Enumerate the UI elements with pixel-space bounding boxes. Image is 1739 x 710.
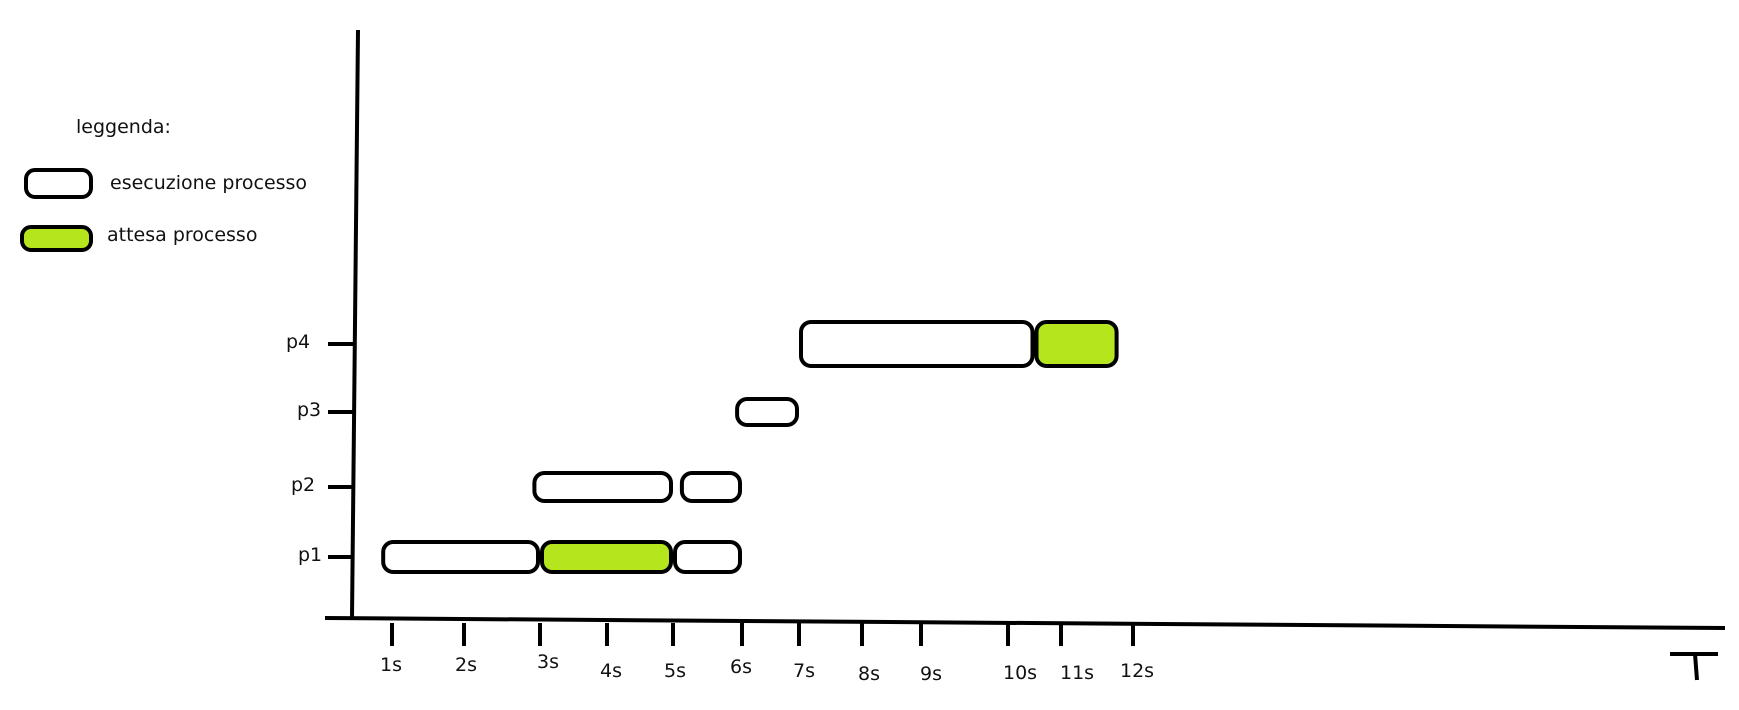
x-tick-label: 3s — [537, 651, 559, 673]
p4-wait-bar — [1034, 320, 1119, 368]
x-tick-label: 8s — [858, 663, 880, 685]
x-tick-label: 2s — [455, 654, 477, 676]
x-axis — [324, 616, 1726, 630]
time-axis-end-marker — [1670, 652, 1718, 681]
legend-wait-label: attesa processo — [107, 224, 258, 246]
legend-wait-swatch — [20, 225, 93, 252]
x-tick-label: 10s — [1003, 662, 1038, 684]
x-tick-label: 7s — [793, 660, 815, 682]
axis-ticks — [328, 342, 1135, 646]
y-label-p2: p2 — [291, 474, 316, 496]
y-label-p3: p3 — [297, 399, 322, 421]
p1-exec-bar — [381, 540, 541, 574]
x-tick-label: 9s — [920, 663, 942, 685]
p1-wait-bar — [540, 540, 673, 574]
x-tick-label: 5s — [664, 660, 686, 682]
x-tick-label: 11s — [1060, 662, 1095, 684]
process-bars — [381, 320, 1119, 574]
x-tick-label: 1s — [380, 654, 402, 676]
legend-title: leggenda: — [76, 116, 171, 138]
p1-exec-bar — [673, 540, 742, 574]
y-label-p4: p4 — [286, 331, 311, 353]
x-tick-label: 4s — [600, 660, 622, 682]
x-tick-label: 6s — [730, 656, 752, 678]
p2-exec-bar — [532, 471, 674, 503]
x-tick-label: 12s — [1120, 660, 1155, 682]
p4-exec-bar — [799, 320, 1035, 368]
y-axis — [350, 29, 360, 619]
p3-exec-bar — [735, 397, 799, 427]
legend-exec-swatch — [24, 168, 93, 199]
legend-exec-label: esecuzione processo — [110, 172, 308, 194]
p2-exec-bar — [679, 471, 743, 503]
y-label-p1: p1 — [298, 544, 323, 566]
